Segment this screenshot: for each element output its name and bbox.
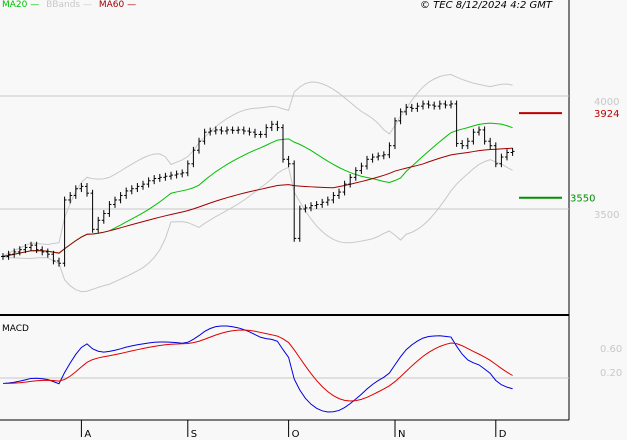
y-tick-label: 3500 — [594, 210, 619, 221]
macd-label: MACD — [2, 324, 29, 334]
macd-tick-label: 0.60 — [600, 344, 622, 355]
x-tick-label: N — [398, 429, 405, 440]
level-label: 3550 — [570, 194, 595, 205]
ma60-line — [2, 147, 513, 257]
x-tick-label: O — [292, 429, 300, 440]
x-tick-label: D — [499, 429, 507, 440]
legend-bbands: BBands — [46, 0, 81, 10]
x-tick-label: A — [84, 429, 91, 440]
x-tick-label: S — [191, 429, 197, 440]
legend-ma20: MA20 — [2, 0, 28, 10]
bband-lower — [2, 159, 513, 293]
macd-tick-label: 0.20 — [600, 368, 622, 379]
legend: MA20 — BBands — MA60 — — [2, 0, 137, 10]
copyright: © TEC 8/12/2024 4:2 GMT — [420, 0, 552, 11]
level-label: 3924 — [594, 109, 619, 120]
legend-ma60: MA60 — [98, 0, 125, 10]
bband-upper — [2, 73, 513, 257]
macd-line — [2, 325, 513, 413]
y-tick-label: 4000 — [594, 97, 619, 108]
macd-signal-line — [2, 329, 513, 402]
